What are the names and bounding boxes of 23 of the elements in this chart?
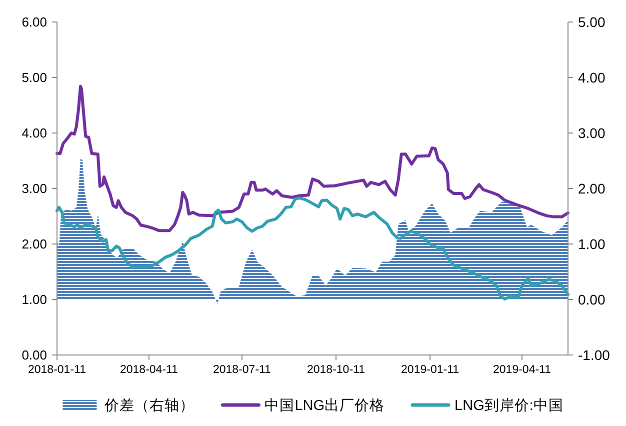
y-tick-label: 1.00 [22, 292, 47, 307]
y2-tick-label: 4.00 [578, 70, 606, 86]
y-tick-label: 3.00 [22, 181, 47, 196]
y-tick-label: 5.00 [22, 70, 47, 85]
x-tick-label: 2019-01-11 [401, 364, 460, 376]
y2-tick-label: -1.00 [578, 347, 610, 363]
x-tick-label: 2018-10-11 [307, 364, 365, 376]
x-tick-label: 2018-04-11 [120, 364, 178, 376]
y-tick-label: 4.00 [22, 126, 47, 140]
y2-tick-label: 3.00 [578, 125, 606, 141]
x-tick-label: 2018-01-11 [28, 364, 86, 376]
legend-label: 中国LNG出厂价格 [264, 397, 385, 414]
x-tick-label: 2019-04-11 [493, 364, 551, 376]
y2-tick-label: 0.00 [578, 292, 606, 308]
y2-tick-label: 1.00 [578, 236, 606, 252]
legend-label: LNG到岸价:中国 [454, 397, 564, 414]
y-tick-label: 6.00 [22, 14, 47, 30]
legend-label: 价差（右轴） [104, 397, 195, 414]
y2-tick-label: 5.00 [578, 14, 606, 30]
x-tick-label: 2018-07-11 [212, 364, 271, 376]
y-tick-label: 2.00 [22, 236, 47, 252]
y-tick-label: 0.00 [22, 348, 47, 362]
y2-tick-label: 2.00 [578, 180, 606, 196]
